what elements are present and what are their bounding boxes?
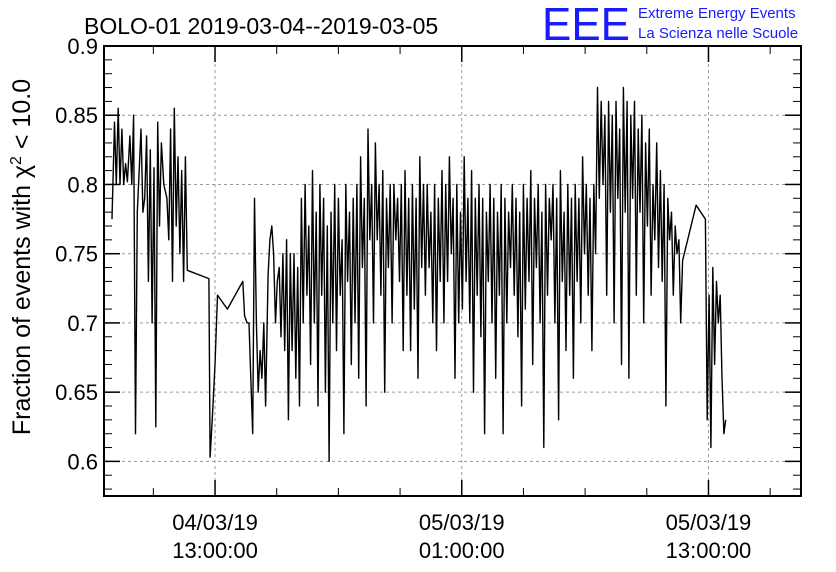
x-tick-labels: 04/03/19 13:00:00 05/03/19 01:00:00 05/03/19… (172, 510, 751, 563)
axis-ticks (104, 45, 801, 496)
y-tick-label: 0.75 (55, 242, 98, 267)
y-tick-label: 0.65 (55, 380, 98, 405)
data-layer (111, 86, 727, 463)
y-axis-label: Fraction of events with χ2 < 10.0 (8, 79, 36, 435)
series-line (111, 86, 727, 463)
x-tick-date: 05/03/19 (666, 510, 752, 535)
plot-frame (103, 45, 802, 497)
y-tick-label: 0.85 (55, 103, 98, 128)
logo-line-2: La Scienza nelle Scuole (638, 25, 798, 42)
y-tick-label: 0.9 (67, 34, 98, 59)
y-tick-label: 0.8 (67, 172, 98, 197)
logo-line-1: Extreme Energy Events (638, 5, 796, 22)
logo-mark: EEE (542, 0, 630, 50)
x-tick-time: 01:00:00 (419, 538, 505, 563)
x-tick-date: 04/03/19 (172, 510, 258, 535)
y-tick-labels: 0.6 0.65 0.7 0.75 0.8 0.85 0.9 (55, 34, 98, 474)
y-tick-label: 0.6 (67, 449, 98, 474)
x-tick-time: 13:00:00 (172, 538, 258, 563)
chart-title: BOLO-01 2019-03-04--2019-03-05 (84, 13, 438, 39)
eee-logo: EEE Extreme Energy Events La Scienza nel… (542, 0, 798, 50)
grid (104, 45, 801, 496)
x-tick-time: 13:00:00 (666, 538, 752, 563)
y-tick-label: 0.7 (67, 311, 98, 336)
x-tick-date: 05/03/19 (419, 510, 505, 535)
